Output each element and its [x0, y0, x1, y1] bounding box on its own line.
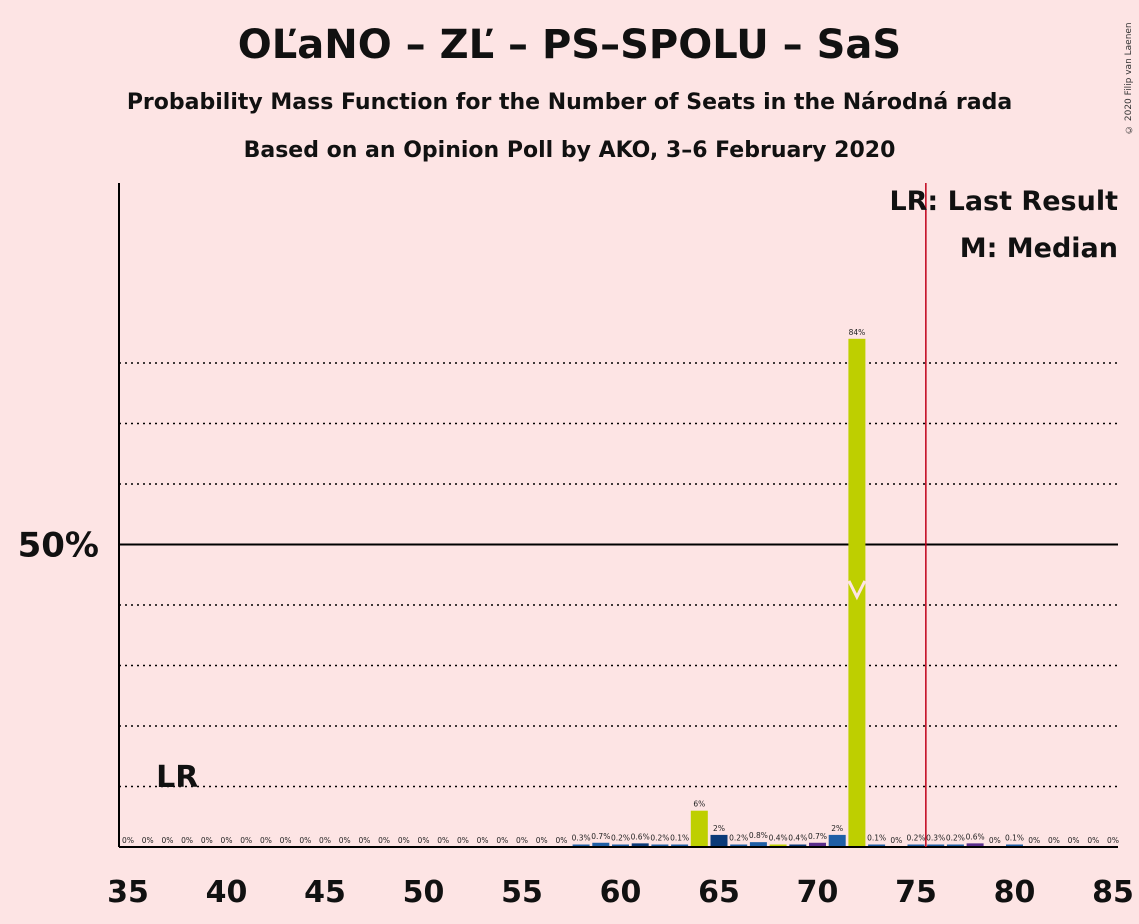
bar-label-60: 0.2% — [611, 834, 630, 843]
bar-label-75: 0.2% — [906, 834, 925, 843]
bar-label-36: 0% — [142, 836, 154, 845]
bar-label-53: 0% — [477, 836, 489, 845]
bar-seat-77 — [946, 844, 964, 847]
bar-label-47: 0% — [358, 836, 370, 845]
bar-label-49: 0% — [398, 836, 410, 845]
bar-label-79: 0% — [989, 836, 1001, 845]
bar-seat-68 — [769, 844, 787, 847]
bar-seat-70 — [809, 842, 826, 847]
bar-label-57: 0% — [555, 836, 567, 845]
bar-seat-72 — [848, 338, 866, 847]
bar-label-76: 0.3% — [926, 834, 945, 843]
bar-label-82: 0% — [1048, 836, 1060, 845]
axes: 50% — [18, 183, 1118, 848]
bar-seat-62 — [651, 844, 669, 847]
x-tick-label-45: 45 — [304, 875, 346, 910]
bar-label-77: 0.2% — [946, 834, 965, 843]
bar-label-38: 0% — [181, 836, 193, 845]
bar-seat-60 — [612, 844, 629, 847]
legend-median: M: Median — [960, 233, 1118, 264]
chart-title: OĽaNO – ZĽ – PS–SPOLU – SaS — [237, 22, 902, 68]
chart-source-line: Based on an Opinion Poll by AKO, 3–6 Feb… — [243, 138, 896, 163]
bar-label-52: 0% — [457, 836, 469, 845]
bar-label-64: 6% — [693, 800, 705, 809]
bar-label-45: 0% — [319, 836, 331, 845]
x-tick-label-55: 55 — [501, 875, 543, 910]
x-tick-label-50: 50 — [403, 875, 445, 910]
bar-label-51: 0% — [437, 836, 449, 845]
bar-label-59: 0.7% — [591, 832, 610, 841]
bar-seat-80 — [1006, 844, 1023, 847]
x-tick-label-35: 35 — [107, 875, 149, 910]
bar-label-48: 0% — [378, 836, 390, 845]
bar-label-54: 0% — [496, 836, 508, 845]
bar-label-84: 0% — [1087, 836, 1099, 845]
y-tick-label-50: 50% — [18, 526, 99, 566]
bar-label-58: 0.3% — [572, 834, 591, 843]
bar-seat-58 — [572, 844, 590, 847]
x-tick-label-60: 60 — [600, 875, 642, 910]
bar-label-44: 0% — [299, 836, 311, 845]
bar-label-73: 0.1% — [867, 834, 886, 843]
bar-seat-59 — [592, 842, 610, 847]
bar-label-37: 0% — [161, 836, 173, 845]
bar-seat-73 — [868, 844, 886, 847]
bar-label-83: 0% — [1068, 836, 1080, 845]
bar-label-50: 0% — [418, 836, 430, 845]
bar-label-78: 0.6% — [966, 832, 985, 841]
bar-label-42: 0% — [260, 836, 272, 845]
bar-label-43: 0% — [280, 836, 292, 845]
x-tick-labels: 35 40 45 50 55 60 65 70 75 80 85 — [107, 875, 1134, 910]
bar-label-41: 0% — [240, 836, 252, 845]
bar-seat-75 — [907, 844, 925, 847]
x-tick-label-85: 85 — [1092, 875, 1134, 910]
bar-seat-69 — [789, 844, 807, 847]
gridlines — [119, 362, 1118, 788]
bar-label-74: 0% — [890, 836, 902, 845]
bar-seat-76 — [927, 844, 945, 847]
bars — [572, 338, 1023, 847]
bar-label-66: 0.2% — [729, 834, 748, 843]
bar-label-68: 0.4% — [769, 834, 788, 843]
last-result-marker: LR — [156, 760, 198, 795]
x-tick-label-65: 65 — [698, 875, 740, 910]
bar-label-40: 0% — [221, 836, 233, 845]
bar-seat-65 — [710, 834, 728, 847]
legend-last-result: LR: Last Result — [889, 186, 1118, 217]
bar-label-69: 0.4% — [788, 834, 807, 843]
bar-seat-67 — [749, 842, 767, 847]
bar-label-80: 0.1% — [1005, 834, 1024, 843]
bar-label-35: 0% — [122, 836, 134, 845]
bar-label-62: 0.2% — [650, 834, 669, 843]
bar-label-63: 0.1% — [670, 834, 689, 843]
bar-label-65: 2% — [713, 824, 725, 833]
bar-label-55: 0% — [516, 836, 528, 845]
bar-seat-61 — [631, 843, 649, 847]
bar-seat-78 — [966, 843, 984, 847]
chart-subtitle: Probability Mass Function for the Number… — [126, 90, 1013, 115]
x-tick-label-80: 80 — [994, 875, 1036, 910]
bar-seat-64 — [690, 810, 708, 847]
bar-label-39: 0% — [201, 836, 213, 845]
bar-seat-63 — [671, 844, 689, 847]
bar-label-85: 0% — [1107, 836, 1119, 845]
bar-label-71: 2% — [831, 824, 843, 833]
x-tick-label-70: 70 — [797, 875, 839, 910]
bar-label-81: 0% — [1028, 836, 1040, 845]
bar-seat-71 — [828, 834, 846, 847]
median-marker-icon — [847, 580, 867, 601]
bar-label-72: 84% — [849, 328, 866, 337]
bar-label-61: 0.6% — [631, 832, 650, 841]
bar-label-67: 0.8% — [749, 831, 768, 840]
bar-labels: 0% 0% 0% 0% 0% 0% 0% 0% 0% 0% 0% 0% 0% 0% 0% 0% 0% 0% 0% 0%… — [122, 328, 1119, 845]
bar-label-46: 0% — [339, 836, 351, 845]
x-tick-label-40: 40 — [206, 875, 248, 910]
bar-seat-66 — [730, 844, 748, 847]
overlay: LR LR: Last Result M: Median — [156, 183, 1118, 847]
bar-label-56: 0% — [536, 836, 548, 845]
bar-label-70: 0.7% — [808, 832, 827, 841]
x-tick-label-75: 75 — [895, 875, 937, 910]
